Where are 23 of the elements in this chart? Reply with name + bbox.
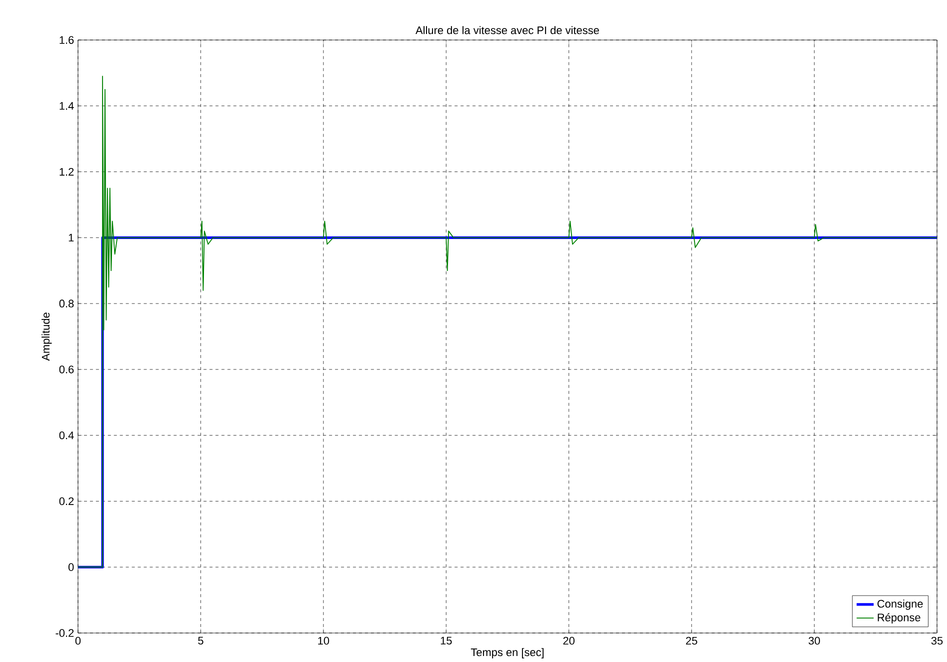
x-tick-label: 30 bbox=[808, 636, 820, 645]
y-tick-label: -0.2 bbox=[56, 629, 74, 637]
x-tick-label: 15 bbox=[440, 636, 452, 644]
legend-label: Réponse bbox=[878, 613, 920, 624]
x-tick-label: 10 bbox=[318, 636, 330, 645]
x-tick-label: 35 bbox=[931, 636, 943, 645]
y-tick-label: 1 bbox=[68, 234, 74, 242]
x-tick-label: 25 bbox=[686, 636, 698, 645]
y-tick-label: 1.6 bbox=[60, 36, 74, 44]
x-tick-label: 5 bbox=[198, 636, 204, 644]
legend-label: Consigne bbox=[878, 600, 923, 610]
y-tick-label: 0.4 bbox=[59, 431, 74, 440]
y-tick-label: 0.6 bbox=[59, 366, 74, 374]
x-axis-title: Temps en [sec] bbox=[470, 648, 544, 658]
y-tick-label: 0.8 bbox=[59, 300, 74, 308]
x-tick-label: 20 bbox=[563, 636, 575, 645]
x-tick-label: 0 bbox=[75, 636, 81, 645]
y-tick-label: 1.4 bbox=[60, 102, 74, 110]
y-tick-label: 0 bbox=[68, 563, 74, 571]
chart-title: Allure de la vitesse avec PI de vitesse bbox=[416, 26, 599, 34]
y-tick-label: 0.2 bbox=[59, 497, 74, 506]
y-tick-label: 1.2 bbox=[60, 168, 74, 176]
y-axis-title: Amplitude bbox=[42, 312, 52, 361]
